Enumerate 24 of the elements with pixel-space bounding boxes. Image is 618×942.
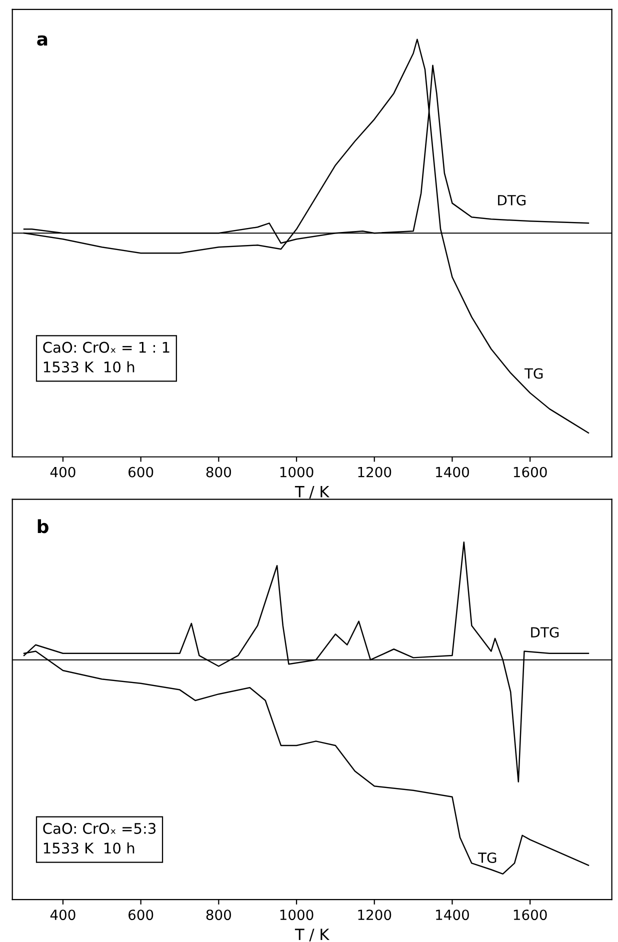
annotation: CaO: CrOₓ = 1 : 1 1533 K 10 h [43, 342, 170, 372]
x-tick-label: 1600 [514, 466, 547, 478]
x-tick-label: 800 [206, 466, 231, 478]
x-tick-label: 1400 [436, 466, 469, 478]
series-label: DTG [531, 627, 559, 638]
x-axis-title: T / K [294, 928, 330, 942]
annotation: a [37, 35, 48, 46]
series-label: DTG [498, 194, 526, 206]
x-tick-label: 1000 [280, 466, 314, 478]
x-tick-label: 1600 [514, 910, 547, 920]
x-tick-label: 1000 [280, 910, 314, 920]
text: b [38, 519, 48, 534]
x-tick-label: 1200 [358, 910, 392, 920]
x-tick-label: 400 [50, 910, 76, 920]
x-tick-label: 400 [50, 466, 76, 478]
series-label: TG [524, 368, 543, 379]
x-tick-label: 600 [128, 466, 154, 478]
series-label: TG [478, 852, 496, 864]
x-tick-label: 600 [128, 910, 154, 920]
annotation: CaO: CrOₓ =5:3 1533 K 10 h [43, 822, 156, 854]
x-tick-label: 1400 [436, 910, 469, 920]
x-axis-title: T / K [294, 486, 330, 499]
x-tick-label: 800 [206, 910, 231, 920]
x-tick-label: 1200 [358, 466, 392, 478]
